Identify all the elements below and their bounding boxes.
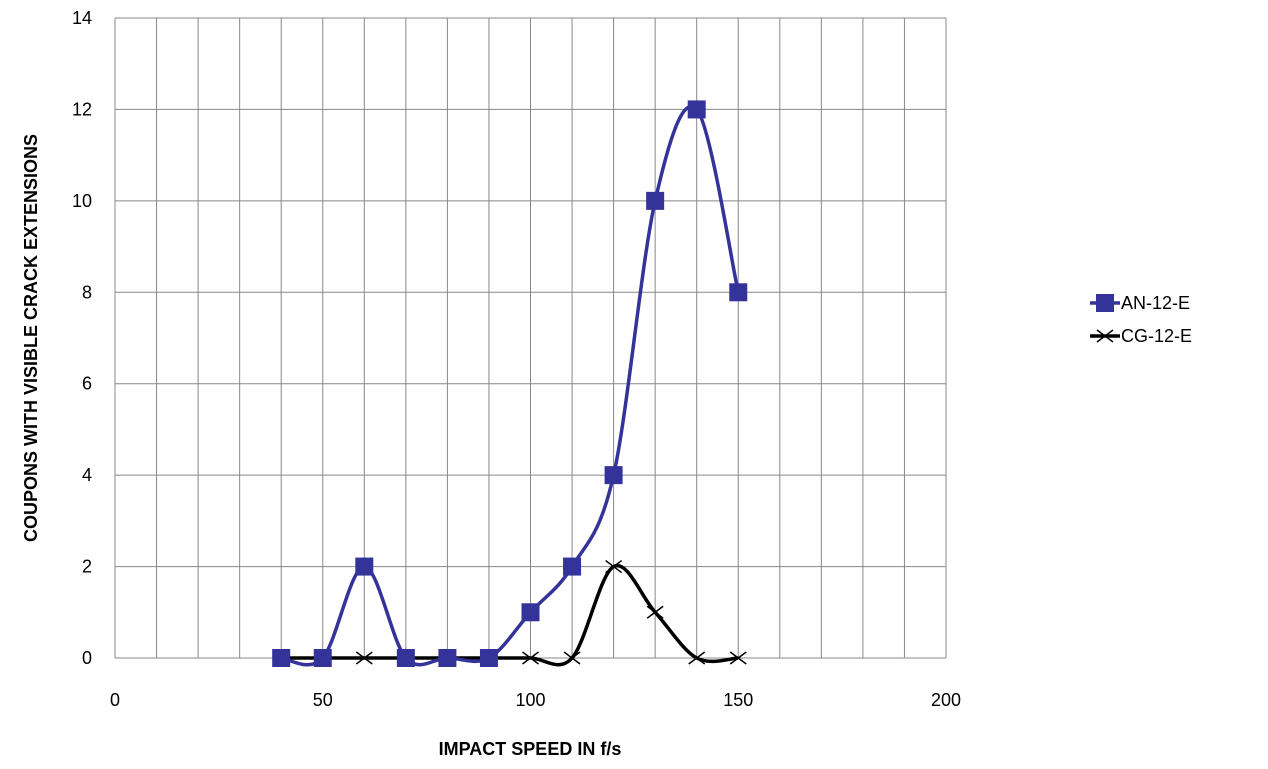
marker-x-stroke — [688, 651, 706, 665]
y-tick-label: 8 — [82, 282, 92, 302]
y-axis-title: COUPONS WITH VISIBLE CRACK EXTENSIONS — [21, 134, 41, 542]
data-point-an-12-e — [355, 557, 374, 576]
series-an-12-e — [272, 100, 748, 667]
data-point-an-12-e — [646, 191, 665, 210]
marker-x-stroke — [522, 651, 539, 665]
series-line-cg-12-e — [281, 563, 739, 667]
legend-label-cg-12-e: CG-12-E — [1121, 326, 1192, 346]
y-tick-label: 4 — [82, 465, 92, 485]
data-point-an-12-e — [729, 283, 748, 302]
series-cg-12-e — [272, 559, 747, 667]
y-tick-label: 14 — [72, 8, 92, 28]
series-line-an-12-e — [280, 104, 740, 667]
data-point-cg-12-e — [646, 605, 664, 619]
legend-marker-an-12-e — [1096, 294, 1114, 312]
y-tick-label: 10 — [72, 191, 92, 211]
data-point-an-12-e — [313, 649, 332, 667]
data-point-an-12-e — [521, 603, 540, 622]
x-tick-label: 50 — [313, 690, 333, 710]
data-point-cg-12-e — [688, 651, 706, 665]
data-point-cg-12-e — [605, 559, 623, 574]
data-point-an-12-e — [396, 649, 415, 667]
grid — [114, 17, 947, 659]
marker-x-stroke — [563, 651, 581, 665]
axes: 0 50 100 150 200 0 2 4 6 8 10 12 14 IMPACT SPEED IN f… — [21, 8, 961, 759]
marker-x-stroke — [1096, 329, 1114, 343]
data-point-an-12-e — [687, 100, 706, 119]
y-tick-label: 2 — [82, 557, 92, 577]
series-layer — [272, 100, 748, 667]
legend-label-an-12-e: AN-12-E — [1121, 293, 1190, 313]
data-point-cg-12-e — [522, 651, 539, 665]
marker-x-stroke — [646, 605, 664, 619]
legend-item-an-12-e: AN-12-E — [1090, 293, 1190, 313]
x-tick-label: 0 — [110, 690, 120, 710]
data-point-an-12-e — [604, 466, 623, 485]
marker-x-stroke — [355, 651, 373, 665]
x-axis-title: IMPACT SPEED IN f/s — [439, 739, 622, 759]
marker-x-stroke — [605, 559, 623, 574]
y-tick-label: 12 — [72, 99, 92, 119]
marker-x-stroke — [729, 651, 747, 665]
data-point-cg-12-e — [729, 651, 747, 665]
y-tick-label: 0 — [82, 648, 92, 668]
x-tick-label: 100 — [515, 690, 545, 710]
data-point-an-12-e — [479, 649, 498, 667]
data-point-an-12-e — [438, 649, 457, 667]
legend: AN-12-E CG-12-E — [1090, 293, 1192, 346]
y-tick-label: 6 — [82, 374, 92, 394]
x-tick-label: 200 — [931, 690, 961, 710]
legend-marker-cg-12-e — [1096, 329, 1114, 343]
data-point-an-12-e — [563, 557, 582, 576]
data-point-cg-12-e — [563, 651, 581, 665]
data-point-an-12-e — [272, 649, 291, 667]
x-tick-label: 150 — [723, 690, 753, 710]
data-point-cg-12-e — [355, 651, 373, 665]
legend-item-cg-12-e: CG-12-E — [1090, 326, 1192, 346]
